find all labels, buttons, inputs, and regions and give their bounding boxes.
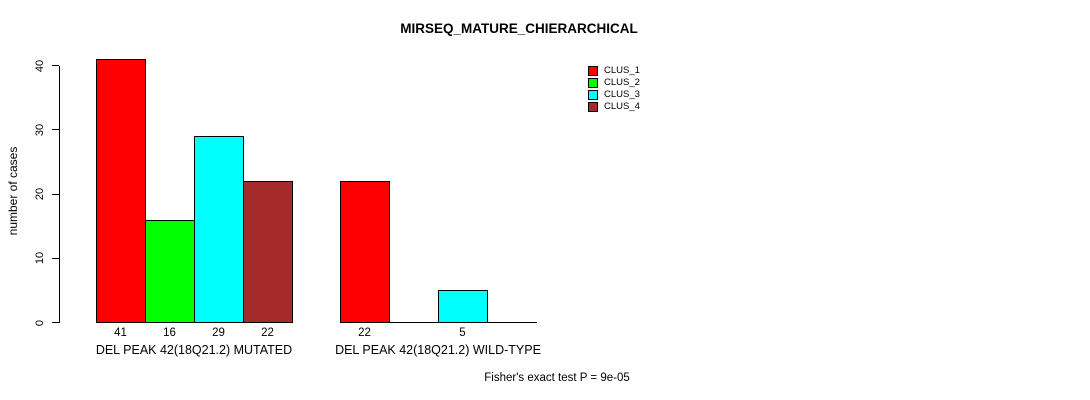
legend-label: CLUS_2 bbox=[604, 77, 640, 88]
legend-swatch bbox=[588, 102, 598, 112]
y-axis-tick bbox=[52, 322, 59, 323]
bar-clus_2-group1 bbox=[145, 219, 195, 323]
legend-item-clus_1: CLUS_1 bbox=[588, 65, 640, 77]
group-label: DEL PEAK 42(18Q21.2) WILD-TYPE bbox=[335, 343, 541, 357]
legend-swatch bbox=[588, 90, 598, 100]
y-axis-line bbox=[59, 65, 60, 323]
bar-value-label: 22 bbox=[261, 327, 274, 339]
legend-label: CLUS_1 bbox=[604, 65, 640, 76]
legend-item-clus_4: CLUS_4 bbox=[588, 101, 640, 113]
y-axis-tick-label: 20 bbox=[34, 187, 46, 201]
legend: CLUS_1 CLUS_2 CLUS_3 CLUS_4 bbox=[588, 65, 640, 113]
y-axis-tick-label: 30 bbox=[34, 123, 46, 136]
bar-clus_3-group1 bbox=[194, 136, 244, 323]
y-axis-tick-label: 0 bbox=[34, 319, 46, 326]
legend-item-clus_3: CLUS_3 bbox=[588, 89, 640, 101]
bar-clus_4-group1 bbox=[243, 181, 293, 323]
legend-item-clus_2: CLUS_2 bbox=[588, 77, 640, 89]
bar-value-label: 16 bbox=[163, 327, 176, 339]
legend-swatch bbox=[588, 78, 598, 88]
bar-value-label: 5 bbox=[459, 327, 466, 339]
bar-clus_1-group2 bbox=[340, 181, 390, 323]
y-axis-tick bbox=[52, 65, 59, 66]
bar-clus_1-group1 bbox=[96, 59, 146, 323]
legend-label: CLUS_3 bbox=[604, 89, 640, 100]
y-axis-tick bbox=[52, 129, 59, 131]
bar-value-label: 41 bbox=[114, 327, 127, 339]
y-axis-tick bbox=[52, 193, 59, 195]
y-axis-tick-label: 40 bbox=[34, 59, 46, 72]
bar-clus_3-group2 bbox=[438, 290, 488, 323]
legend-label: CLUS_4 bbox=[604, 101, 640, 112]
bar-value-label: 22 bbox=[358, 327, 371, 339]
legend-swatch bbox=[588, 66, 598, 76]
y-axis-title: number of cases bbox=[6, 146, 20, 236]
fisher-test-annotation: Fisher's exact test P = 9e-05 bbox=[484, 372, 630, 384]
bar-value-label: 29 bbox=[212, 327, 225, 339]
y-axis-tick-label: 10 bbox=[34, 252, 46, 265]
y-axis-tick bbox=[52, 257, 59, 259]
chart-title: MIRSEQ_MATURE_CHIERARCHICAL bbox=[400, 21, 638, 36]
group-label: DEL PEAK 42(18Q21.2) MUTATED bbox=[95, 343, 293, 357]
